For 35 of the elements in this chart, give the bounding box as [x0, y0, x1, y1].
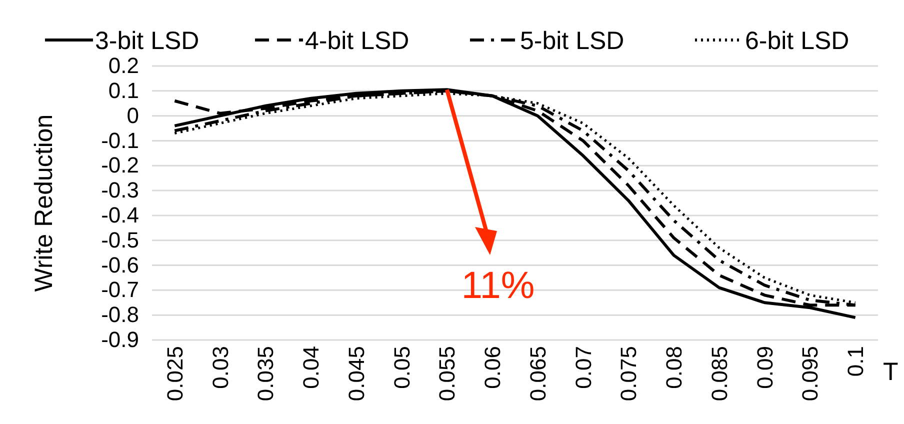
y-tick-label: 0.1 [108, 78, 139, 103]
y-tick-label: -0.2 [101, 152, 139, 178]
x-tick-label: 0.05 [389, 346, 414, 389]
x-tick-label: 0.06 [480, 346, 506, 389]
x-tick-label: 0.1 [843, 346, 868, 377]
x-tick-label: 0.03 [208, 346, 233, 389]
x-axis-title: T [883, 358, 898, 386]
x-tick-label: 0.045 [344, 346, 369, 402]
annotation: 11% [461, 265, 535, 307]
y-tick-label: -0.5 [101, 227, 139, 252]
y-tick-label: -0.1 [101, 128, 139, 153]
y-tick-label: -0.7 [101, 277, 139, 302]
legend-label: 3-bit LSD [95, 27, 200, 55]
y-tick-label: 0.2 [108, 53, 139, 78]
legend-label: 4-bit LSD [305, 27, 410, 55]
x-tick-label: 0.09 [752, 346, 778, 389]
x-tick-label: 0.035 [253, 346, 278, 402]
x-tick-label: 0.07 [570, 346, 596, 389]
x-tick-label: 0.055 [434, 346, 460, 402]
x-tick-label: 0.04 [298, 346, 324, 389]
y-tick-label: 0 [126, 102, 139, 128]
y-tick-label: -0.3 [101, 178, 139, 203]
y-axis-title: Write Reduction [30, 114, 58, 292]
legend-label: 6-bit LSD [745, 27, 850, 55]
x-tick-label: 0.08 [662, 346, 687, 389]
x-tick-label: 0.025 [162, 346, 188, 402]
x-tick-label: 0.095 [798, 346, 823, 402]
y-tick-label: -0.8 [101, 302, 139, 328]
y-tick-label: -0.4 [101, 202, 139, 228]
x-tick-label: 0.075 [616, 346, 642, 402]
x-tick-label: 0.065 [525, 346, 550, 402]
y-tick-label: -0.6 [101, 252, 139, 278]
x-tick-label: 0.085 [706, 346, 732, 402]
legend-label: 5-bit LSD [520, 27, 624, 55]
y-tick-label: -0.9 [101, 327, 139, 352]
